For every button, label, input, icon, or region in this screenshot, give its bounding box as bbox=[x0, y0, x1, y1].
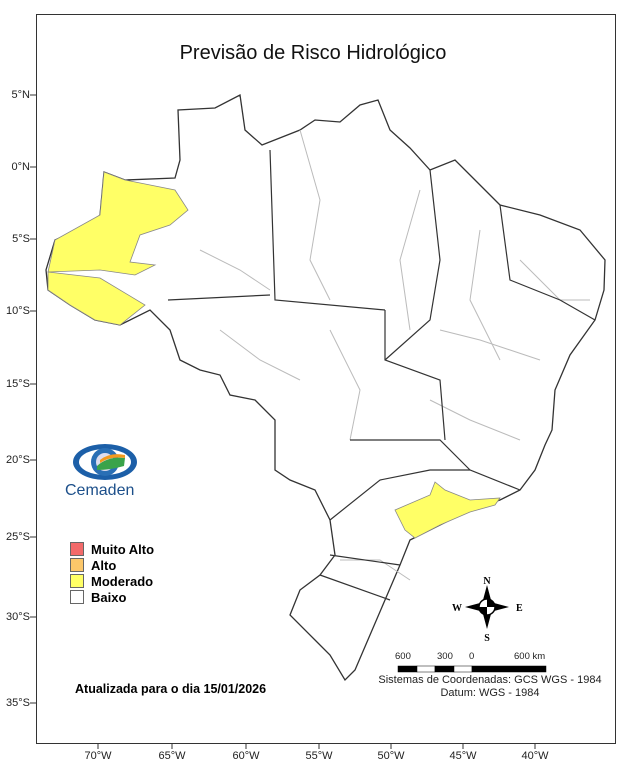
legend-label: Alto bbox=[91, 557, 117, 573]
lon-tick: 60°W bbox=[232, 750, 260, 762]
compass-s: S bbox=[484, 633, 490, 644]
lon-tick: 65°W bbox=[158, 750, 186, 762]
legend-label: Muito Alto bbox=[91, 541, 155, 557]
lat-tick: 5°N bbox=[11, 89, 30, 101]
lon-tick: 55°W bbox=[305, 750, 333, 762]
cemaden-logo-icon bbox=[73, 444, 137, 480]
lat-tick: 15°S bbox=[6, 378, 30, 390]
legend-swatch bbox=[70, 542, 84, 556]
lat-tick: 10°S bbox=[6, 305, 30, 317]
scale-label: 600 km bbox=[514, 651, 546, 662]
legend: Muito Alto Alto Moderado Baixo bbox=[70, 541, 154, 605]
lat-tick: 25°S bbox=[6, 531, 30, 543]
legend-item: Baixo bbox=[70, 589, 154, 605]
legend-item: Muito Alto bbox=[70, 541, 154, 557]
cemaden-logo-text: Cemaden bbox=[65, 482, 135, 499]
moderate-risk-areas bbox=[47, 171, 501, 539]
scale-label: 300 bbox=[437, 651, 453, 662]
map-title: Previsão de Risco Hidrológico bbox=[179, 42, 447, 64]
compass-rose: N S E W bbox=[452, 576, 523, 644]
scale-bar bbox=[397, 665, 547, 673]
coordinate-system: Sistemas de Coordenadas: GCS WGS - 1984 bbox=[378, 674, 602, 686]
updated-date: Atualizada para o dia 15/01/2026 bbox=[75, 682, 267, 696]
legend-item: Moderado bbox=[70, 573, 154, 589]
lat-tick: 20°S bbox=[6, 454, 30, 466]
compass-w: W bbox=[452, 603, 462, 614]
legend-swatch bbox=[70, 590, 84, 604]
datum: Datum: WGS - 1984 bbox=[440, 687, 540, 699]
lon-tick: 45°W bbox=[449, 750, 477, 762]
municipal-borders bbox=[199, 129, 590, 581]
map-frame bbox=[36, 14, 616, 744]
lon-tick: 70°W bbox=[84, 750, 112, 762]
legend-swatch bbox=[70, 558, 84, 572]
lon-tick: 50°W bbox=[377, 750, 405, 762]
legend-item: Alto bbox=[70, 557, 154, 573]
lat-tick: 30°S bbox=[6, 611, 30, 623]
legend-swatch bbox=[70, 574, 84, 588]
lat-tick: 5°S bbox=[12, 233, 30, 245]
scale-label: 600 bbox=[395, 651, 411, 662]
legend-label: Baixo bbox=[91, 589, 127, 605]
lon-tick: 40°W bbox=[521, 750, 549, 762]
compass-e: E bbox=[516, 603, 523, 614]
lat-tick: 0°N bbox=[11, 161, 30, 173]
scale-label: 0 bbox=[469, 651, 475, 662]
lat-tick: 35°S bbox=[6, 697, 30, 709]
state-borders bbox=[167, 149, 596, 601]
legend-label: Moderado bbox=[91, 573, 154, 589]
compass-n: N bbox=[483, 576, 491, 587]
